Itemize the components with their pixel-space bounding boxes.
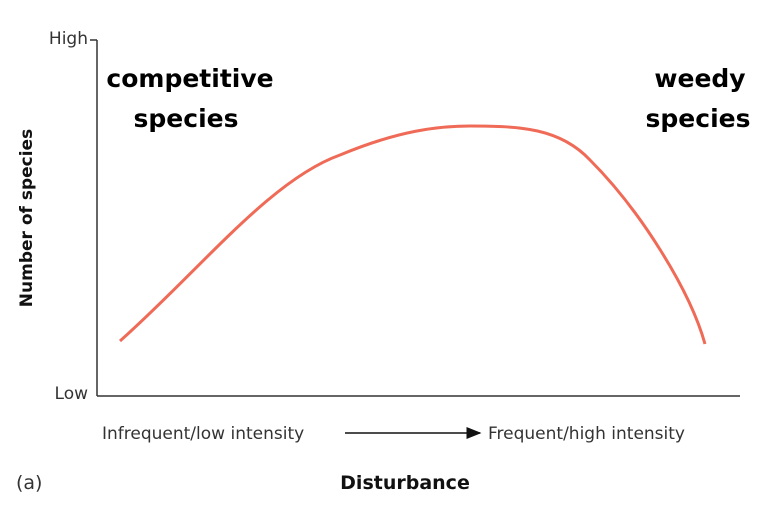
x-axis-title: Disturbance	[340, 472, 470, 494]
annotation: competitive	[106, 64, 273, 93]
y-low-label: Low	[55, 384, 89, 404]
y-high-label: High	[49, 29, 88, 49]
x-left-label: Infrequent/low intensity	[102, 424, 304, 444]
y-axis-title: Number of species	[17, 129, 37, 307]
annotation: species	[646, 104, 751, 133]
annotation: weedy	[654, 64, 745, 93]
species-curve	[119, 124, 707, 345]
panel-label: (a)	[16, 472, 42, 494]
x-right-label: Frequent/high intensity	[488, 424, 685, 444]
annotation: species	[134, 104, 239, 133]
